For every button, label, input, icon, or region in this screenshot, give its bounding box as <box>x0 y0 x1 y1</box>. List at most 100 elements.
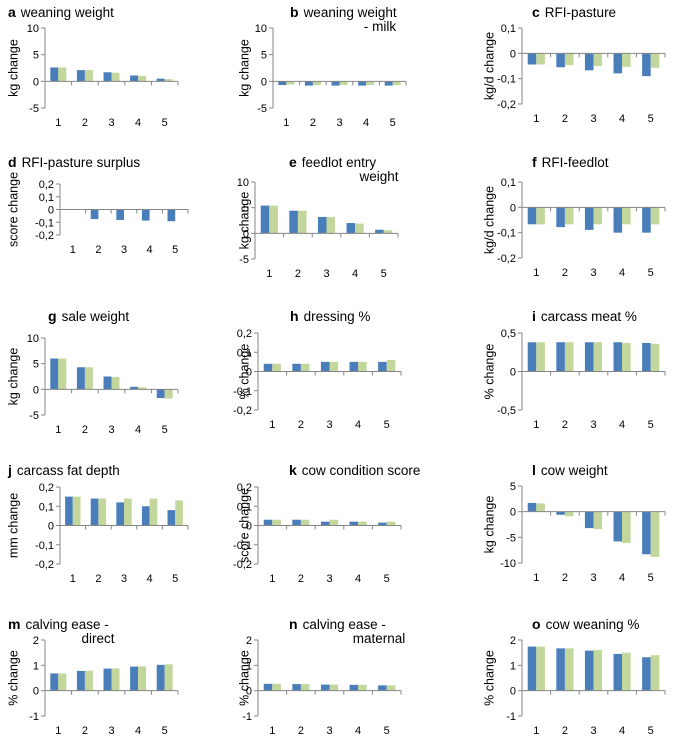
bar-n-s1-5 <box>378 685 387 691</box>
bar-h-s2-5 <box>386 359 396 372</box>
bar-o-s1-4 <box>613 653 623 691</box>
y-axis-label: kg change <box>6 348 20 406</box>
x-tick-label: 4 <box>619 419 625 431</box>
bar-e-s2-3 <box>326 216 336 234</box>
y-tick-label: -5 <box>239 254 249 266</box>
panel-title-line: cow weaning % <box>546 617 640 632</box>
x-tick-label: 3 <box>121 573 127 585</box>
y-tick-label: 0 <box>33 384 39 396</box>
panel-title-line: carcass meat % <box>541 309 637 324</box>
bar-g-s2-3 <box>111 377 120 390</box>
bar-f-s1-2 <box>556 207 565 228</box>
y-axis-label: % change <box>482 650 496 706</box>
bar-e-s1-5 <box>375 229 384 234</box>
bar-f-s1-5 <box>642 207 651 233</box>
bar-c-s2-1 <box>536 53 545 65</box>
bar-d-s1-5 <box>167 209 176 222</box>
y-tick-label: 10 <box>255 23 267 35</box>
y-tick-label: -0,5 <box>497 405 516 417</box>
y-tick-label: 0 <box>510 686 516 698</box>
y-tick-label: 10 <box>27 333 39 345</box>
bar-l-s1-1 <box>527 502 537 512</box>
bar-m-s1-5 <box>156 664 165 691</box>
panel-title-line: RFI-pasture <box>545 5 616 20</box>
bar-a-s2-3 <box>111 72 120 82</box>
x-tick-label: 5 <box>390 117 396 129</box>
panel-c: c RFI-pasture 0,1 0 -0,1 -0,2 1 2 3 4 5 kg/d change <box>482 4 666 125</box>
x-tick-label: 4 <box>135 725 141 736</box>
panel-j: j carcass fat depth 0,2 0,1 0 -0,1 -0,2 1 2 3 4 5 mm… <box>6 462 189 585</box>
bar-b-s2-3 <box>339 81 348 86</box>
panel-title: m calving ease - <box>8 616 109 632</box>
x-tick-label: 4 <box>619 725 625 736</box>
bar-m-s2-5 <box>164 664 173 691</box>
panel-title-line: RFI-pasture surplus <box>22 155 141 170</box>
bar-e-s1-2 <box>289 210 298 234</box>
bar-j-s1-1 <box>65 496 73 526</box>
bar-b-s2-1 <box>286 81 295 85</box>
y-tick-label: 2 <box>246 635 252 647</box>
y-tick-label: -1 <box>29 711 39 723</box>
x-tick-label: 5 <box>648 267 654 279</box>
bar-a-s1-2 <box>76 70 85 82</box>
bar-f-s1-1 <box>527 207 537 225</box>
bar-o-s2-2 <box>564 648 574 691</box>
x-tick-label: 3 <box>590 419 596 431</box>
panel-title: k cow condition score <box>289 462 420 478</box>
bar-b-s1-5 <box>384 81 393 86</box>
y-tick-label: 5 <box>33 359 39 371</box>
x-tick-label: 4 <box>355 419 361 431</box>
bar-b-s2-4 <box>366 81 375 86</box>
y-tick-label: -0,1 <box>233 540 252 552</box>
bar-h-s2-2 <box>300 363 310 372</box>
bar-e-s2-2 <box>297 210 307 234</box>
y-tick-label: -0,1 <box>497 74 516 86</box>
y-tick-label: 0,2 <box>237 328 252 340</box>
bar-k-s2-4 <box>358 521 367 526</box>
y-axis-label: mm change <box>6 493 20 558</box>
x-tick-label: 1 <box>269 419 275 431</box>
bar-k-s2-1 <box>272 519 281 526</box>
y-tick-label: 2 <box>510 635 516 647</box>
bar-o-s2-5 <box>650 655 660 691</box>
panel-title: d RFI-pasture surplus <box>8 154 140 170</box>
bar-k-s2-3 <box>329 519 339 526</box>
bar-g-s2-4 <box>138 387 147 390</box>
panel-a: a weaning weight 10 5 0 -5 1 2 3 4 5 kg change <box>6 4 179 129</box>
bar-a-s2-5 <box>164 79 173 82</box>
x-tick-label: 3 <box>108 725 114 736</box>
x-tick-label: 3 <box>590 725 596 736</box>
y-tick-label: 5 <box>243 203 249 215</box>
bar-e-s1-1 <box>260 205 270 234</box>
panel-title-line: calving ease - <box>303 617 386 632</box>
panel-title: a weaning weight <box>8 4 114 20</box>
bar-n-s1-4 <box>349 684 359 691</box>
bar-i-s2-3 <box>593 342 603 372</box>
x-tick-label: 2 <box>298 725 304 736</box>
x-tick-label: 5 <box>648 725 654 736</box>
y-tick-label: 5 <box>261 50 267 62</box>
x-tick-label: 1 <box>55 424 61 436</box>
x-tick-label: 1 <box>55 725 61 736</box>
panel-letter: b <box>290 4 299 20</box>
x-tick-label: 1 <box>283 117 289 129</box>
bar-m-s1-2 <box>76 670 85 691</box>
bar-b-s2-2 <box>312 81 321 86</box>
x-tick-label: 5 <box>384 573 390 585</box>
y-tick-label: -0,1 <box>35 540 54 552</box>
x-tick-label: 3 <box>590 572 596 584</box>
y-tick-label: 0 <box>246 367 252 379</box>
bar-g-s1-3 <box>103 376 112 390</box>
y-tick-label: 10 <box>27 23 39 35</box>
bar-f-s2-1 <box>536 207 545 225</box>
panel-d: d RFI-pasture surplus 0,20,10-0,1-0,2 1 2 3 4 5… <box>6 154 189 256</box>
y-tick-label: -10 <box>500 558 516 570</box>
bar-f-s2-2 <box>564 207 574 225</box>
panel-letter: i <box>532 308 536 324</box>
bar-l-s1-5 <box>642 511 651 555</box>
bar-l-s2-4 <box>622 511 631 543</box>
bar-i-s2-4 <box>622 343 631 372</box>
bar-l-s1-3 <box>584 511 594 529</box>
bar-o-s1-5 <box>642 657 651 691</box>
bar-h-s1-2 <box>292 363 301 372</box>
